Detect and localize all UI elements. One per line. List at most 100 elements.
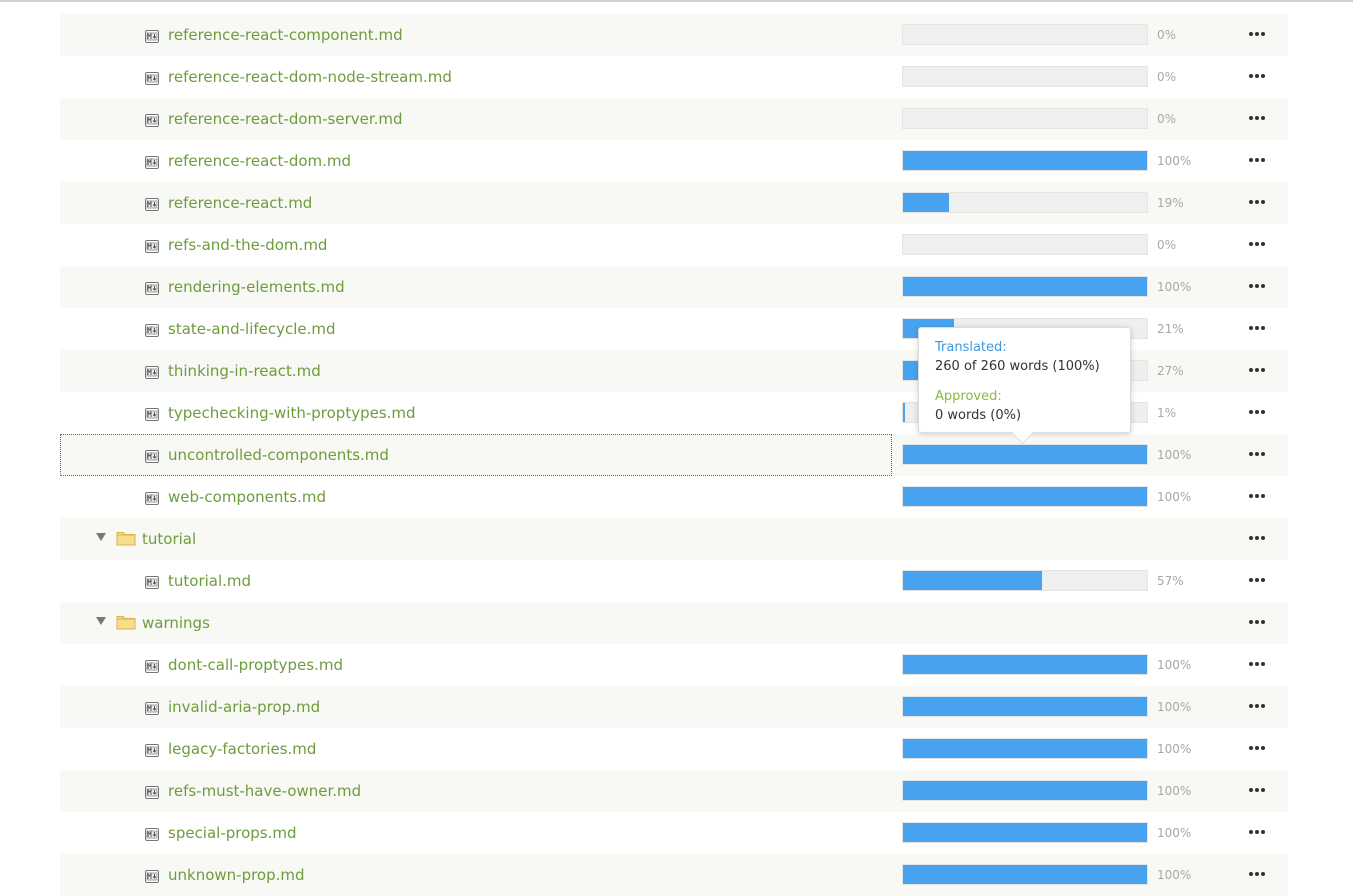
more-options-icon[interactable] <box>1246 318 1268 338</box>
file-row[interactable]: reference-react-dom-server.md 0% <box>60 98 1288 140</box>
file-row[interactable]: reference-react.md 19% <box>60 182 1288 224</box>
folder-name[interactable]: tutorial <box>142 530 197 548</box>
folder-icon <box>116 614 136 630</box>
translation-progress-bar[interactable] <box>902 780 1148 801</box>
caret-down-icon[interactable] <box>96 617 106 625</box>
markdown-file-icon <box>145 112 159 127</box>
more-options-icon[interactable] <box>1246 402 1268 422</box>
file-name-link[interactable]: refs-and-the-dom.md <box>168 236 328 254</box>
file-name-link[interactable]: special-props.md <box>168 824 297 842</box>
file-name-link[interactable]: dont-call-proptypes.md <box>168 656 343 674</box>
file-row[interactable]: rendering-elements.md 100% <box>60 266 1288 308</box>
file-name-link[interactable]: reference-react.md <box>168 194 313 212</box>
file-row[interactable]: refs-and-the-dom.md 0% <box>60 224 1288 266</box>
file-row[interactable]: special-props.md 100% <box>60 812 1288 854</box>
markdown-file-icon <box>145 196 159 211</box>
caret-down-icon[interactable] <box>96 533 106 541</box>
progress-percent: 100% <box>1157 700 1192 714</box>
translation-progress-bar[interactable] <box>902 822 1148 843</box>
markdown-file-icon <box>145 154 159 169</box>
file-row[interactable]: reference-react-dom.md 100% <box>60 140 1288 182</box>
file-row[interactable]: reference-react-component.md 0% <box>60 14 1288 56</box>
markdown-file-icon <box>145 490 159 505</box>
translation-progress-bar[interactable] <box>902 276 1148 297</box>
more-options-icon[interactable] <box>1246 276 1268 296</box>
more-options-icon[interactable] <box>1246 822 1268 842</box>
markdown-file-icon <box>145 868 159 883</box>
progress-fill <box>903 193 950 212</box>
translation-progress-bar[interactable] <box>902 864 1148 885</box>
file-row[interactable]: tutorial.md 57% <box>60 560 1288 602</box>
file-name-link[interactable]: thinking-in-react.md <box>168 362 321 380</box>
file-name-link[interactable]: tutorial.md <box>168 572 252 590</box>
file-name-link[interactable]: reference-react-dom-server.md <box>168 110 403 128</box>
more-options-icon[interactable] <box>1246 486 1268 506</box>
more-options-icon[interactable] <box>1246 864 1268 884</box>
file-row[interactable]: reference-react-dom-node-stream.md 0% <box>60 56 1288 98</box>
progress-fill <box>903 739 1147 758</box>
translation-progress-bar[interactable] <box>902 108 1148 129</box>
file-name-link[interactable]: typechecking-with-proptypes.md <box>168 404 416 422</box>
more-options-icon[interactable] <box>1246 780 1268 800</box>
more-options-icon[interactable] <box>1246 696 1268 716</box>
more-options-icon[interactable] <box>1246 150 1268 170</box>
markdown-file-icon <box>145 406 159 421</box>
file-row[interactable]: uncontrolled-components.md 100% <box>60 434 1288 476</box>
file-row[interactable]: web-components.md 100% <box>60 476 1288 518</box>
more-options-icon[interactable] <box>1246 612 1268 632</box>
file-name-link[interactable]: state-and-lifecycle.md <box>168 320 336 338</box>
file-row[interactable]: dont-call-proptypes.md 100% <box>60 644 1288 686</box>
file-tree-list: reference-react-component.md 0% reference-… <box>60 14 1288 896</box>
file-name-link[interactable]: unknown-prop.md <box>168 866 305 884</box>
more-options-icon[interactable] <box>1246 654 1268 674</box>
markdown-file-icon <box>145 574 159 589</box>
file-name-link[interactable]: reference-react-component.md <box>168 26 403 44</box>
progress-percent: 0% <box>1157 112 1177 126</box>
folder-row[interactable]: tutorial <box>60 518 1288 560</box>
file-name-link[interactable]: invalid-aria-prop.md <box>168 698 321 716</box>
file-name-link[interactable]: rendering-elements.md <box>168 278 345 296</box>
markdown-file-icon <box>145 784 159 799</box>
more-options-icon[interactable] <box>1246 528 1268 548</box>
progress-fill <box>903 823 1147 842</box>
translation-progress-bar[interactable] <box>902 150 1148 171</box>
more-options-icon[interactable] <box>1246 444 1268 464</box>
more-options-icon[interactable] <box>1246 66 1268 86</box>
progress-fill <box>903 487 1147 506</box>
translation-progress-bar[interactable] <box>902 696 1148 717</box>
more-options-icon[interactable] <box>1246 108 1268 128</box>
translation-progress-bar[interactable] <box>902 738 1148 759</box>
file-name-link[interactable]: reference-react-dom.md <box>168 152 352 170</box>
translation-progress-bar[interactable] <box>902 444 1148 465</box>
folder-name[interactable]: warnings <box>142 614 210 632</box>
markdown-file-icon <box>145 448 159 463</box>
translation-progress-bar[interactable] <box>902 234 1148 255</box>
more-options-icon[interactable] <box>1246 570 1268 590</box>
translation-progress-bar[interactable] <box>902 192 1148 213</box>
progress-tooltip: Translated: 260 of 260 words (100%) Appr… <box>918 327 1131 445</box>
progress-percent: 27% <box>1157 364 1184 378</box>
file-row[interactable]: legacy-factories.md 100% <box>60 728 1288 770</box>
file-row[interactable]: refs-must-have-owner.md 100% <box>60 770 1288 812</box>
file-row[interactable]: invalid-aria-prop.md 100% <box>60 686 1288 728</box>
more-options-icon[interactable] <box>1246 234 1268 254</box>
top-divider <box>0 0 1353 2</box>
translation-progress-bar[interactable] <box>902 654 1148 675</box>
markdown-file-icon <box>145 826 159 841</box>
more-options-icon[interactable] <box>1246 738 1268 758</box>
file-name-link[interactable]: uncontrolled-components.md <box>168 446 389 464</box>
more-options-icon[interactable] <box>1246 192 1268 212</box>
file-name-link[interactable]: legacy-factories.md <box>168 740 317 758</box>
file-name-link[interactable]: reference-react-dom-node-stream.md <box>168 68 452 86</box>
translation-progress-bar[interactable] <box>902 24 1148 45</box>
translation-progress-bar[interactable] <box>902 486 1148 507</box>
translation-progress-bar[interactable] <box>902 66 1148 87</box>
more-options-icon[interactable] <box>1246 24 1268 44</box>
translation-progress-bar[interactable] <box>902 570 1148 591</box>
file-name-link[interactable]: web-components.md <box>168 488 327 506</box>
file-name-link[interactable]: refs-must-have-owner.md <box>168 782 362 800</box>
folder-row[interactable]: warnings <box>60 602 1288 644</box>
progress-percent: 57% <box>1157 574 1184 588</box>
more-options-icon[interactable] <box>1246 360 1268 380</box>
file-row[interactable]: unknown-prop.md 100% <box>60 854 1288 896</box>
